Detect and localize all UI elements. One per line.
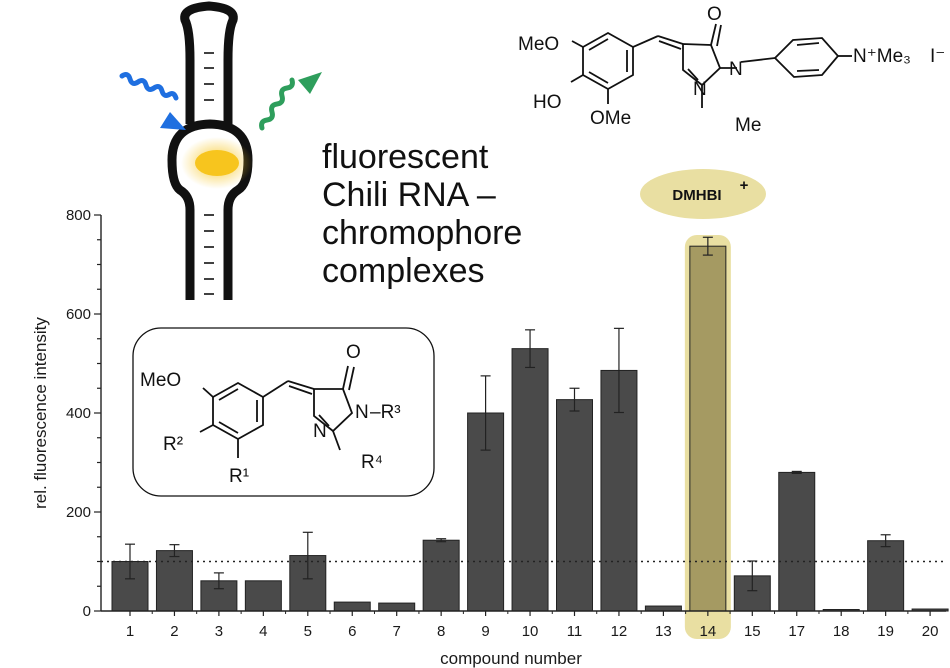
x-tick-label-10: 10 — [522, 623, 539, 640]
rna-hairpin-illustration — [119, 1, 322, 300]
label-o: O — [707, 4, 722, 25]
error-bar-12 — [613, 327, 624, 414]
scaffold-structure-box: MeO R² R¹ O N –R³ N R⁴ — [132, 327, 435, 497]
x-tick-label-9: 9 — [481, 623, 489, 640]
x-tick-label-6: 6 — [348, 623, 356, 640]
box-label-r4: R⁴ — [361, 452, 383, 473]
x-tick-label-19: 19 — [877, 623, 894, 640]
box-label-n-ring: N — [355, 402, 369, 423]
x-tick-label-12: 12 — [611, 623, 628, 640]
bar-8 — [422, 539, 460, 612]
error-bar-8 — [436, 538, 447, 543]
bar-17 — [778, 471, 816, 612]
label-n-ring: N — [729, 59, 743, 80]
caption-line-4: complexes — [322, 252, 485, 290]
y-tick-label-800: 800 — [66, 207, 91, 224]
y-axis-title: rel. fluorescence intensity — [31, 317, 50, 509]
label-ome: OMe — [590, 108, 631, 129]
caption-line-1: fluorescent — [322, 138, 489, 176]
error-bar-14 — [702, 236, 713, 256]
y-tick-label-400: 400 — [66, 405, 91, 422]
error-bar-5 — [302, 531, 313, 580]
figure-caption: fluorescent Chili RNA – chromophore comp… — [322, 138, 522, 290]
label-nme3: N⁺Me₃ — [853, 46, 911, 67]
caption-line-3: chromophore — [322, 214, 522, 252]
x-tick-label-7: 7 — [393, 623, 401, 640]
x-tick-label-15: 15 — [744, 623, 761, 640]
label-n-imine: N — [693, 79, 707, 100]
error-bar-10 — [525, 329, 536, 369]
dmhbi-structure — [570, 23, 852, 108]
x-tick-label-14: 14 — [700, 623, 717, 640]
error-bar-2 — [169, 544, 180, 558]
error-bar-19 — [880, 534, 891, 548]
bar-6 — [333, 601, 371, 612]
caption-line-2: Chili RNA – — [322, 176, 496, 214]
x-tick-label-17: 17 — [788, 623, 805, 640]
error-bar-17 — [791, 470, 802, 474]
x-tick-label-5: 5 — [304, 623, 312, 640]
box-label-r3: –R³ — [370, 402, 401, 423]
box-label-r2: R² — [163, 434, 183, 455]
error-bar-1 — [125, 543, 135, 580]
x-tick-label-8: 8 — [437, 623, 445, 640]
dmhbi-structure-labels: MeO HO OMe O N N Me N⁺Me₃ I⁻ — [518, 4, 945, 136]
bar-13 — [644, 605, 682, 612]
label-me: Me — [735, 115, 761, 136]
error-bar-9 — [480, 375, 491, 451]
box-label-o: O — [346, 342, 361, 363]
label-iodide: I⁻ — [930, 46, 945, 67]
error-bar-11 — [569, 387, 580, 412]
bar-7 — [378, 602, 416, 612]
x-tick-label-11: 11 — [567, 623, 583, 640]
y-tick-label-200: 200 — [66, 504, 91, 521]
x-tick-label-4: 4 — [259, 623, 267, 640]
x-tick-label-20: 20 — [922, 623, 939, 640]
excitation-arrow-icon — [119, 72, 179, 101]
bar-2 — [155, 550, 193, 612]
bar-10 — [511, 348, 549, 612]
x-tick-label-2: 2 — [170, 623, 178, 640]
label-ho: HO — [533, 92, 562, 113]
box-label-n-imine: N — [313, 421, 327, 442]
box-label-meo: MeO — [140, 370, 181, 391]
bar-14 — [689, 245, 727, 612]
dmhbi-badge: DMHBI + — [640, 169, 766, 219]
x-tick-label-13: 13 — [655, 623, 672, 640]
x-tick-label-3: 3 — [215, 623, 223, 640]
x-tick-label-18: 18 — [833, 623, 850, 640]
badge-label: DMHBI — [672, 187, 721, 204]
bar-11 — [556, 399, 593, 612]
y-tick-label-600: 600 — [66, 306, 91, 323]
y-tick-label-0: 0 — [83, 603, 91, 620]
badge-charge: + — [740, 177, 749, 194]
x-axis-title: compound number — [440, 649, 582, 668]
bars-layer — [111, 236, 949, 612]
bar-4 — [244, 580, 282, 612]
emission-arrow-icon — [259, 77, 295, 131]
x-tick-label-1: 1 — [126, 623, 134, 640]
label-meo: MeO — [518, 34, 559, 55]
bar-19 — [867, 540, 905, 612]
error-bar-3 — [213, 572, 224, 590]
chromophore-icon — [195, 150, 239, 176]
box-label-r1: R¹ — [229, 466, 249, 487]
